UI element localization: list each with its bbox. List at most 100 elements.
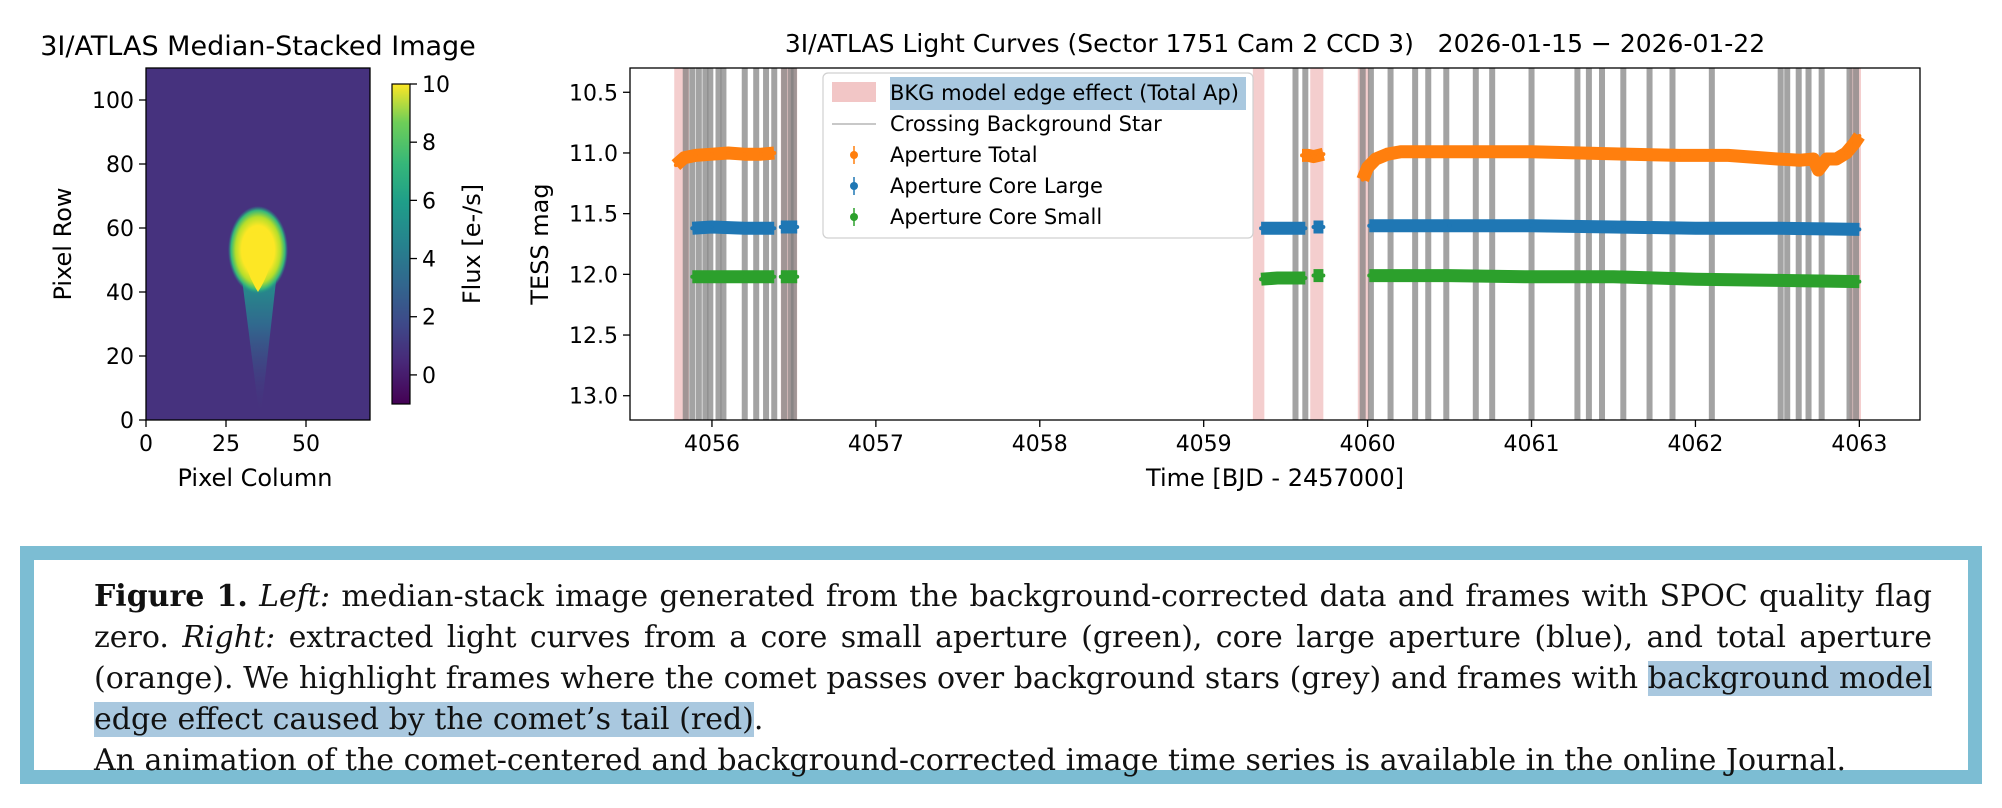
data-point [1321, 225, 1326, 230]
data-point [690, 226, 695, 231]
data-point [742, 152, 747, 157]
data-point [1611, 274, 1616, 279]
lc-ytick-label: 13.0 [569, 385, 618, 410]
colorbar-tick-label: 4 [422, 248, 436, 273]
comet-head [243, 232, 273, 292]
data-point [795, 274, 800, 279]
data-point [1291, 226, 1296, 231]
data-point [1311, 273, 1316, 278]
data-point [1385, 152, 1390, 157]
background-star-line [1489, 68, 1496, 420]
data-point [1775, 157, 1780, 162]
figure-label: Figure 1. [94, 579, 248, 614]
legend-box [822, 72, 1254, 239]
lc-xtick-label: 4059 [1176, 432, 1232, 457]
background-star-line [1846, 68, 1853, 420]
data-point [1303, 275, 1308, 280]
colorbar-label: Flux [e-/s] [458, 184, 486, 304]
background-star-line [1574, 68, 1581, 420]
image-title: 3I/ATLAS Median-Stacked Image [40, 31, 476, 62]
background-star-line [753, 68, 760, 420]
lc-ytick-label: 11.5 [569, 203, 618, 228]
data-point [1480, 149, 1485, 154]
background-star-line [682, 68, 689, 420]
lightcurve-series [671, 132, 1865, 289]
data-point [1398, 149, 1403, 154]
legend-label-star: Crossing Background Star [890, 112, 1162, 136]
lc-ytick-label: 12.5 [569, 324, 618, 349]
data-point [1259, 226, 1264, 231]
background-star-line [1853, 68, 1860, 420]
data-point [1360, 177, 1365, 182]
lc-ytick-label: 12.0 [569, 263, 618, 288]
image-frame [145, 67, 371, 421]
colorbar-tick-label: 6 [422, 189, 436, 214]
lightcurve-frame [629, 67, 1921, 421]
data-point [1775, 226, 1780, 231]
data-point [1275, 275, 1280, 280]
data-point [1529, 223, 1534, 228]
legend: BKG model edge effect (Total Ap) Crossin… [822, 72, 1254, 239]
lc-xtick-label: 4058 [1012, 432, 1068, 457]
background-star-line [689, 68, 696, 420]
animation-note: An animation of the comet-centered and b… [94, 743, 1847, 778]
lc-ytick-label: 10.5 [569, 81, 618, 106]
legend-label-core-large: Aperture Core Large [890, 174, 1103, 198]
background-star-line [1367, 68, 1374, 420]
data-point [1834, 157, 1839, 162]
data-point [1844, 150, 1849, 155]
background-star-line [707, 68, 714, 420]
image-ytick-label: 20 [106, 345, 134, 370]
caption-text: Figure 1. Left: median-stack image gener… [94, 576, 1932, 781]
data-point [709, 152, 714, 157]
background-star-line [1443, 68, 1450, 420]
data-point [772, 226, 777, 231]
data-point [709, 225, 714, 230]
colorbar-tick-label: 8 [422, 131, 436, 156]
colorbar-axis: 0 2 4 6 8 10 [410, 73, 450, 389]
background-star-line [720, 68, 727, 420]
data-point [1431, 149, 1436, 154]
data-point [1306, 153, 1311, 158]
data-point [726, 150, 731, 155]
image-xtick-label: 25 [212, 432, 240, 457]
background-star-line [1818, 68, 1825, 420]
background-star-line [1620, 68, 1627, 420]
data-point [778, 225, 783, 230]
background-star-line [702, 68, 709, 420]
legend-swatch-edge [832, 82, 876, 102]
data-point [1811, 157, 1816, 162]
data-point [1677, 153, 1682, 158]
series-segment [1260, 271, 1306, 286]
background-star-line [1359, 68, 1366, 420]
right-description: extracted light curves from a core small… [94, 620, 1932, 696]
background-star-lines [682, 68, 1860, 420]
data-point [742, 226, 747, 231]
lightcurve-xlabel: Time [BJD - 2457000] [1145, 464, 1404, 492]
legend-label-edge: BKG model edge effect (Total Ap) [890, 81, 1239, 105]
background-star-line [1599, 68, 1606, 420]
data-point [1775, 278, 1780, 283]
data-point [1798, 158, 1803, 163]
background-star-line [771, 68, 778, 420]
data-point [1693, 226, 1698, 231]
data-point [1578, 150, 1583, 155]
lc-xtick-label: 4057 [848, 432, 904, 457]
data-point [795, 225, 800, 230]
data-point [1367, 223, 1372, 228]
data-point [1447, 223, 1452, 228]
edge-effect-band [1310, 68, 1324, 420]
legend-swatch-core-large [850, 177, 858, 195]
background-star-line [1425, 68, 1432, 420]
data-point [1611, 225, 1616, 230]
data-point [1816, 167, 1821, 172]
data-point [1321, 152, 1326, 157]
data-point [1367, 273, 1372, 278]
data-point [1857, 227, 1862, 232]
legend-highlight [890, 77, 1246, 110]
lc-xtick-label: 4060 [1340, 432, 1396, 457]
image-ylabel: Pixel Row [49, 187, 77, 300]
data-point [1316, 153, 1321, 158]
background-star-line [1387, 68, 1394, 420]
colorbar-tick-label: 2 [422, 306, 436, 331]
